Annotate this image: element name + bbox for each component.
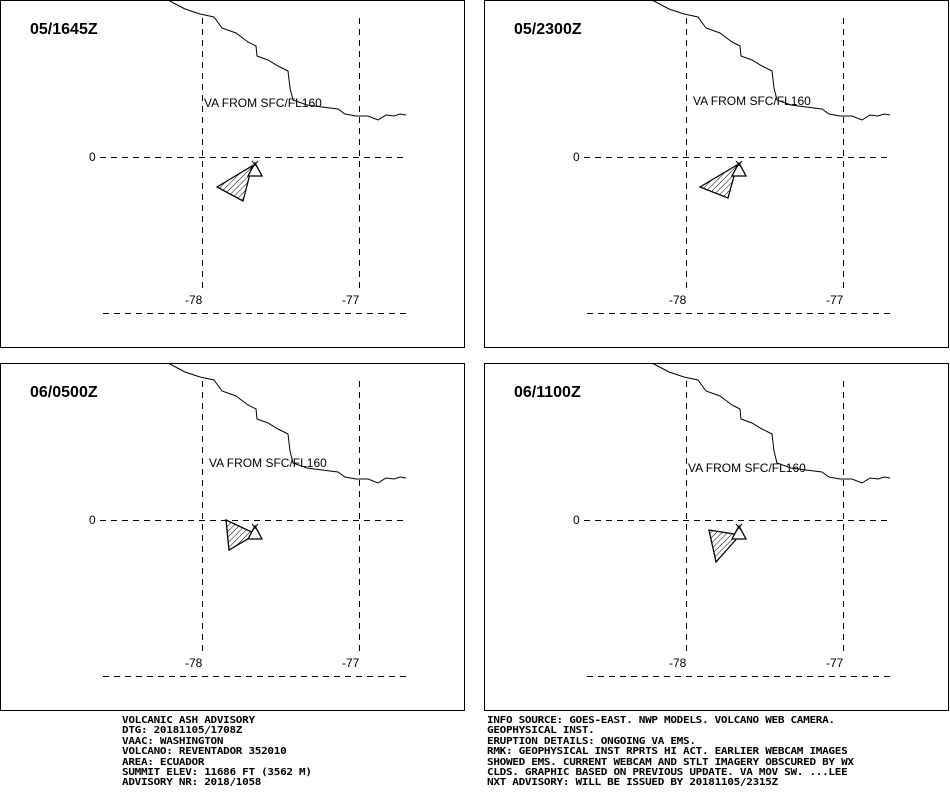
map-panel: 05/2300Z VA FROM SFC/FL160 0 -78 -77 [484, 0, 949, 348]
lon-label: -77 [342, 656, 360, 670]
lat-label: 0 [89, 513, 96, 527]
volcano [246, 161, 264, 177]
advisory-line: DTG: 20181105/1708Z [122, 724, 243, 737]
advisory-line: CLDS. GRAPHIC BASED ON PREVIOUS UPDATE. … [487, 766, 848, 778]
va-label: VA FROM SFC/FL160 [688, 461, 806, 475]
ash-area [225, 518, 258, 552]
advisory-line: GEOPHYSICAL INST. [487, 724, 595, 737]
advisory-line: INFO SOURCE: GOES-EAST. NWP MODELS. VOLC… [487, 714, 835, 726]
advisory-right: INFO SOURCE: GOES-EAST. NWP MODELS. VOLC… [487, 714, 854, 789]
ash-area [215, 164, 254, 202]
advisory-line: ERUPTION DETAILS: ONGOING VA EMS. [487, 735, 696, 747]
map-panel: 06/1100Z VA FROM SFC/FL160 0 -78 -77 [484, 363, 949, 711]
map: 05/2300Z VA FROM SFC/FL160 0 -78 -77 [484, 0, 949, 348]
volcano-x [735, 523, 743, 532]
time-label: 05/1645Z [30, 21, 98, 38]
coastline [651, 363, 891, 484]
va-label: VA FROM SFC/FL160 [693, 94, 811, 108]
ash-area [698, 163, 739, 199]
advisory-line: VOLCANIC ASH ADVISORY [122, 714, 255, 726]
lon-label: -77 [826, 293, 844, 307]
advisory-line: VAAC: WASHINGTON [122, 735, 224, 747]
advisory-line: SHOWED EMS. CURRENT WEBCAM AND STLT IMAG… [487, 755, 854, 768]
lon-label: -77 [826, 656, 844, 670]
volcano-x [251, 523, 259, 532]
map-panel: 05/1645Z VA FROM SFC/FL160 0 -78 -77 [0, 0, 465, 348]
time-label: 06/0500Z [30, 384, 98, 401]
volcano [730, 524, 748, 540]
va-label: VA FROM SFC/FL160 [209, 456, 327, 470]
lat-label: 0 [573, 150, 580, 164]
panel-border [0, 0, 465, 348]
lon-label: -78 [669, 293, 687, 307]
advisory-left: VOLCANIC ASH ADVISORY DTG: 20181105/1708Z… [122, 714, 312, 789]
lon-label: -77 [342, 293, 360, 307]
lon-label: -78 [669, 656, 687, 670]
coastline [167, 0, 407, 121]
volcano [730, 161, 748, 177]
lon-label: -78 [185, 656, 203, 670]
map: 06/1100Z VA FROM SFC/FL160 0 -78 -77 [484, 363, 949, 711]
volcano-x [735, 160, 743, 169]
time-label: 06/1100Z [514, 384, 581, 401]
coastline [651, 0, 891, 121]
map-panel: 06/0500Z VA FROM SFC/FL160 0 -78 -77 [0, 363, 465, 711]
volcano-x [251, 160, 259, 169]
coastline [167, 363, 407, 484]
lon-label: -78 [185, 293, 203, 307]
advisory-line: RMK: GEOPHYSICAL INST RPRTS HI ACT. EARL… [487, 745, 848, 758]
lat-label: 0 [573, 513, 580, 527]
lat-label: 0 [89, 150, 96, 164]
map: 06/0500Z VA FROM SFC/FL160 0 -78 -77 [0, 363, 465, 711]
va-label: VA FROM SFC/FL160 [204, 96, 322, 110]
map: 05/1645Z VA FROM SFC/FL160 0 -78 -77 [0, 0, 465, 348]
advisory-line: ADVISORY NR: 2018/1058 [122, 776, 262, 789]
advisory-line: AREA: ECUADOR [122, 755, 205, 768]
volcano [246, 524, 264, 540]
advisory-line: SUMMIT ELEV: 11686 FT (3562 M) [122, 766, 312, 778]
advisory-line: VOLCANO: REVENTADOR 352010 [122, 745, 287, 758]
advisory-line: NXT ADVISORY: WILL BE ISSUED BY 20181105… [487, 776, 778, 789]
panel-border [484, 0, 949, 348]
panel-border [0, 363, 465, 711]
panel-border [484, 363, 949, 711]
time-label: 05/2300Z [514, 21, 582, 38]
